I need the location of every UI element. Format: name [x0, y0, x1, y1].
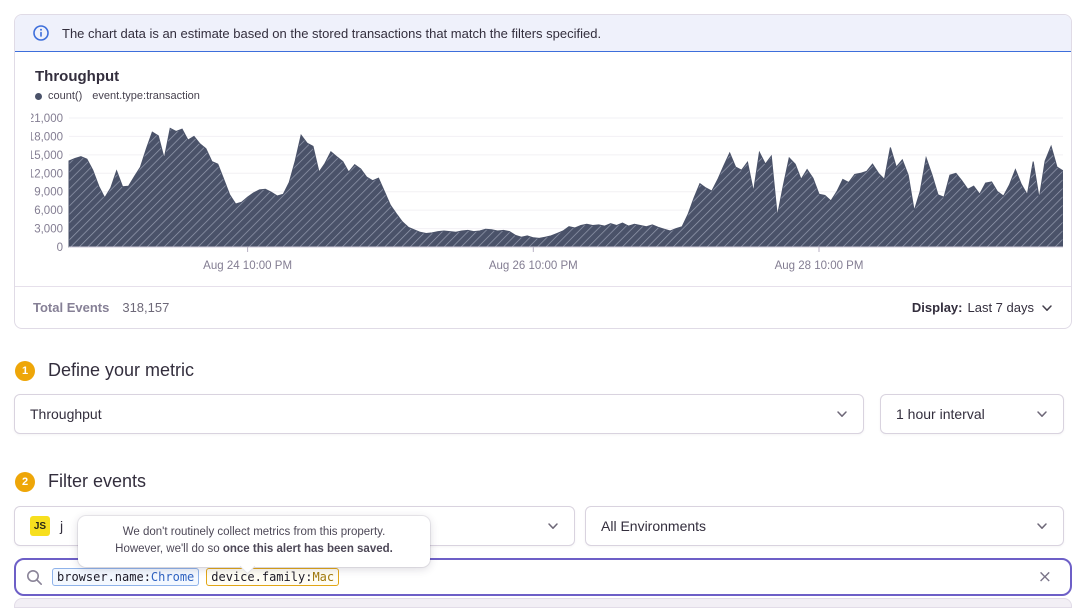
svg-text:0: 0 — [57, 242, 63, 254]
info-banner: The chart data is an estimate based on t… — [15, 15, 1071, 52]
chevron-down-icon — [1042, 304, 1052, 311]
metrics-collection-tooltip: We don't routinely collect metrics from … — [78, 516, 430, 567]
total-events-value: 318,157 — [122, 300, 170, 315]
tooltip-line2: However, we'll do so once this alert has… — [115, 543, 393, 556]
svg-text:9,000: 9,000 — [34, 187, 63, 199]
chart-body: Throughput count() event.type:transactio… — [15, 52, 1071, 286]
interval-select-value: 1 hour interval — [896, 406, 985, 422]
svg-text:Aug 28 10:00 PM: Aug 28 10:00 PM — [775, 260, 864, 272]
chevron-down-icon — [1037, 523, 1047, 529]
svg-text:Aug 24 10:00 PM: Aug 24 10:00 PM — [203, 260, 292, 272]
step-2-title: Filter events — [48, 471, 147, 491]
display-label: Display: — [911, 300, 963, 315]
search-token-list: browser.name: Chrome device.family: Mac — [52, 568, 340, 586]
svg-text:21,000: 21,000 — [31, 113, 63, 125]
info-icon — [33, 25, 49, 41]
search-token-browser-name[interactable]: browser.name: Chrome — [52, 568, 200, 586]
search-icon — [27, 569, 42, 585]
chart-legend: count() event.type:transaction — [31, 90, 1061, 102]
tooltip-line1: We don't routinely collect metrics from … — [122, 526, 386, 538]
chevron-down-icon — [1037, 411, 1047, 417]
svg-text:15,000: 15,000 — [31, 150, 63, 162]
step-2-heading: 2 Filter events — [15, 471, 146, 492]
step-1-badge: 1 — [15, 360, 35, 381]
step-1-heading: 1 Define your metric — [15, 360, 194, 381]
legend-series-label: count() — [48, 90, 83, 102]
info-banner-text: The chart data is an estimate based on t… — [62, 25, 602, 41]
display-range-dropdown[interactable]: Display: Last 7 days — [912, 300, 1053, 315]
clear-search-icon[interactable]: × — [1037, 566, 1052, 587]
svg-text:18,000: 18,000 — [31, 131, 63, 143]
javascript-platform-icon: JS — [30, 516, 50, 536]
step-2-badge: 2 — [15, 471, 35, 492]
environment-select[interactable]: All Environments — [585, 506, 1064, 546]
chevron-down-icon — [837, 411, 847, 417]
environment-select-value: All Environments — [601, 518, 707, 534]
metric-select-value: Throughput — [30, 406, 102, 422]
project-name-fragment: j — [60, 518, 64, 534]
legend-filter-label: event.type:transaction — [92, 90, 200, 102]
next-panel-edge — [14, 598, 1072, 608]
chart-panel-footer: Total Events 318,157 Display: Last 7 day… — [15, 286, 1071, 328]
display-value: Last 7 days — [967, 300, 1035, 315]
total-events-label: Total Events — [33, 300, 110, 315]
series-dot-icon — [35, 92, 42, 100]
metric-row: Throughput 1 hour interval — [14, 394, 1064, 434]
interval-select[interactable]: 1 hour interval — [880, 394, 1064, 434]
svg-text:12,000: 12,000 — [31, 168, 63, 180]
svg-text:6,000: 6,000 — [34, 205, 63, 217]
throughput-area-chart: 0 3,000 6,000 9,000 12,000 15,000 18,000 21,000… — [31, 113, 1063, 272]
search-token-device-family[interactable]: device.family: Mac — [206, 568, 340, 586]
svg-text:3,000: 3,000 — [34, 224, 63, 236]
metric-select[interactable]: Throughput — [14, 394, 864, 434]
chart-title: Throughput — [35, 68, 120, 85]
svg-text:Aug 26 10:00 PM: Aug 26 10:00 PM — [489, 260, 578, 272]
chevron-down-icon — [548, 523, 558, 529]
chart-panel: The chart data is an estimate based on t… — [14, 14, 1072, 329]
step-1-title: Define your metric — [48, 360, 195, 380]
